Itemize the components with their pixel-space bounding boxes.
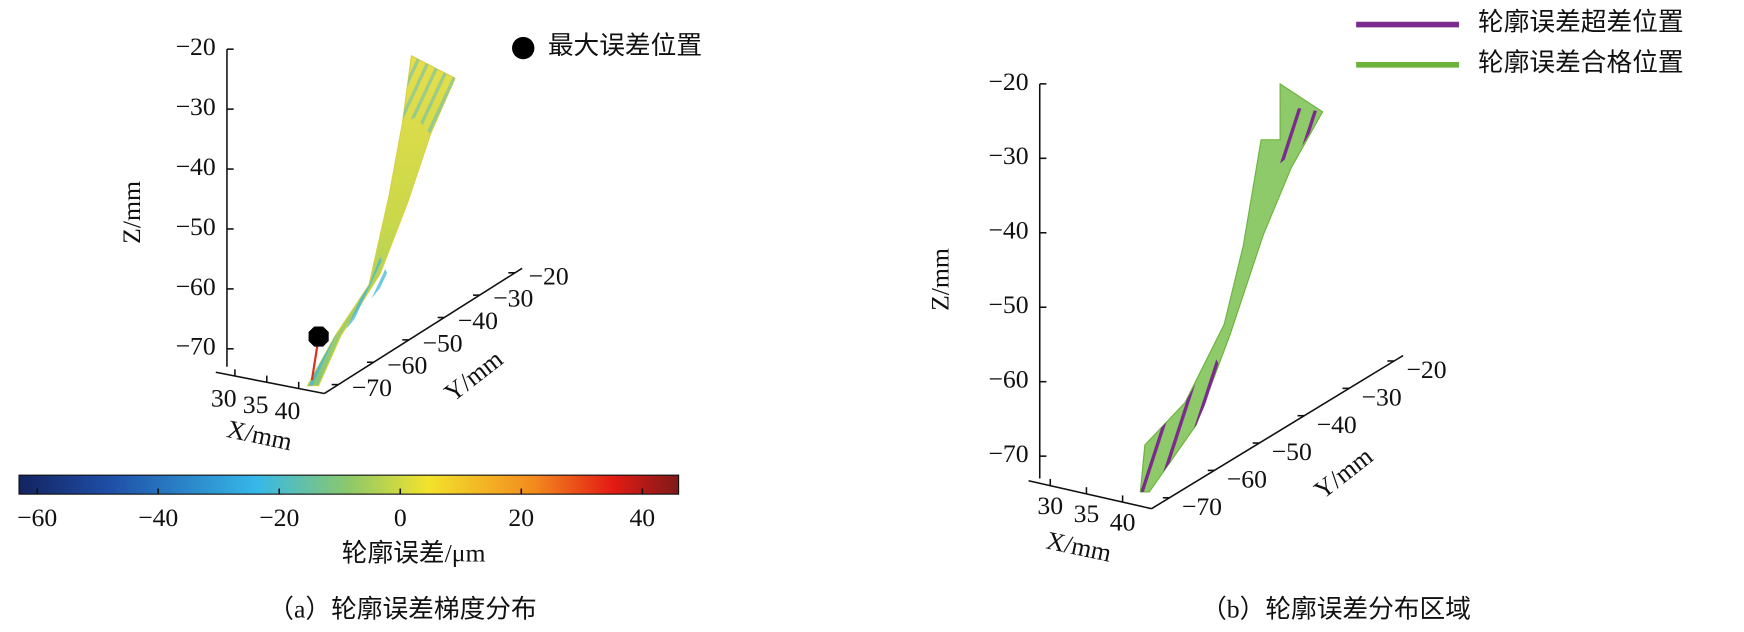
colorbar-tick-label: −20 — [259, 503, 299, 532]
x-tick-label: 30 — [211, 384, 237, 413]
surface-stripes — [1274, 106, 1323, 168]
y-tick-label: −60 — [387, 351, 427, 380]
y-tick-label: −40 — [1317, 410, 1357, 439]
caption: （a）轮廓误差梯度分布 — [268, 594, 536, 623]
y-axis — [1151, 354, 1404, 510]
surface-stripes — [1140, 352, 1221, 492]
surface-stripes — [307, 257, 390, 386]
legend-label: 轮廓误差合格位置 — [1478, 48, 1684, 77]
y-tick-label: −70 — [352, 373, 392, 402]
legend-label: 轮廓误差超差位置 — [1478, 8, 1684, 37]
z-tick-label: −30 — [988, 141, 1028, 170]
z-axis-label: Z/mm — [117, 181, 146, 244]
z-tick-label: −60 — [988, 365, 1028, 394]
colorbar-tick-label: −40 — [138, 503, 178, 532]
colorbar-label: 轮廓误差/μm — [342, 539, 486, 568]
colorbar-tick-label: 40 — [629, 503, 655, 532]
y-axis-label: Y/mm — [1309, 441, 1379, 504]
y-tick-label: −20 — [528, 261, 568, 290]
z-tick-label: −20 — [176, 32, 216, 61]
x-axis-label: X/mm — [1044, 526, 1114, 568]
z-tick-label: −40 — [176, 152, 216, 181]
z-tick-label: −50 — [176, 212, 216, 241]
y-tick-label: −20 — [1406, 355, 1446, 384]
y-tick-label: −30 — [1362, 382, 1402, 411]
z-tick-label: −30 — [176, 92, 216, 121]
y-tick-label: −60 — [1227, 464, 1267, 493]
x-tick-label: 40 — [1110, 507, 1136, 536]
colorbar-tick-label: 20 — [508, 503, 534, 532]
z-tick-label: −40 — [988, 216, 1028, 245]
x-tick-label: 30 — [1037, 491, 1063, 520]
x-tick-label: 35 — [1074, 499, 1100, 528]
max-error-marker — [308, 326, 329, 347]
y-tick-label: −30 — [493, 284, 533, 313]
legend-label: 最大误差位置 — [548, 31, 702, 60]
colorbar-tick-label: −60 — [17, 503, 57, 532]
z-tick-label: −70 — [988, 439, 1028, 468]
y-tick-label: −50 — [422, 328, 462, 357]
y-tick-label: −70 — [1182, 492, 1222, 521]
y-tick-label: −40 — [458, 306, 498, 335]
colorbar-tick-label: 0 — [394, 503, 407, 532]
x-tick-label: 40 — [275, 396, 301, 425]
x-tick-label: 35 — [243, 390, 269, 419]
x-axis — [215, 371, 325, 395]
z-axis-label: Z/mm — [925, 248, 954, 311]
surface-stripe — [310, 344, 319, 381]
z-tick-label: −50 — [988, 290, 1028, 319]
z-tick-label: −70 — [176, 332, 216, 361]
y-tick-label: −50 — [1272, 437, 1312, 466]
colorbar — [18, 474, 680, 495]
x-axis — [1028, 479, 1152, 510]
legend-marker — [512, 36, 535, 60]
surface-stripes — [402, 55, 456, 135]
y-axis — [323, 267, 523, 395]
z-tick-label: −60 — [176, 272, 216, 301]
z-tick-label: −20 — [988, 67, 1028, 96]
caption: （b）轮廓误差分布区域 — [1201, 594, 1471, 623]
